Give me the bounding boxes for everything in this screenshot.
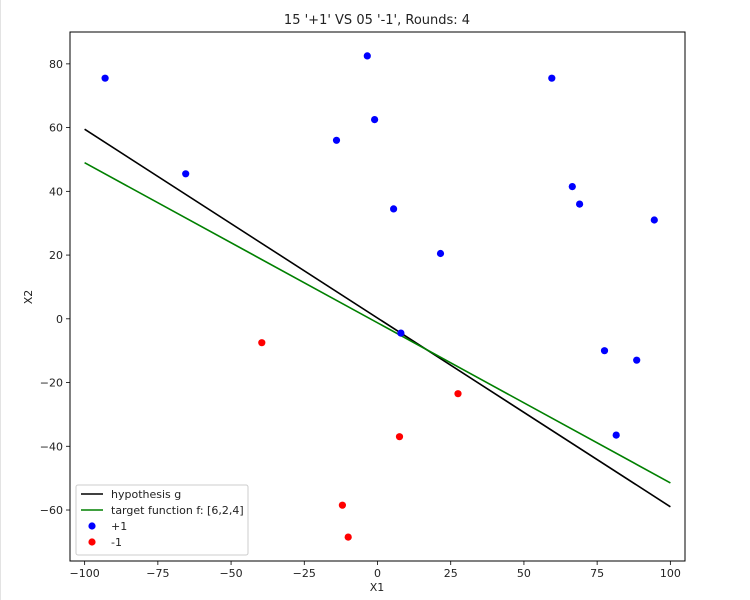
x-axis-label: X1 bbox=[370, 581, 385, 594]
legend-label-1: target function f: [6,2,4] bbox=[111, 504, 244, 517]
data-point-s0-4 bbox=[371, 116, 379, 124]
data-point-s1-2 bbox=[395, 433, 404, 441]
x-tick-label-5: 25 bbox=[444, 567, 458, 580]
data-point-s0-10 bbox=[576, 200, 584, 208]
legend-label-0: hypothesis g bbox=[111, 488, 181, 501]
x-tick-label-6: 50 bbox=[517, 567, 531, 580]
y-tick-label-4: 20 bbox=[49, 249, 63, 262]
series-lines bbox=[84, 128, 671, 508]
chart-title: 15 '+1' VS 05 '-1', Rounds: 4 bbox=[284, 13, 470, 28]
series-points bbox=[101, 52, 658, 541]
series-line-2 bbox=[84, 128, 671, 508]
y-tick-label-2: −20 bbox=[40, 377, 63, 390]
data-point-s0-8 bbox=[548, 74, 556, 82]
plot-area bbox=[69, 31, 686, 562]
x-tick-label-3: −25 bbox=[293, 567, 316, 580]
y-tick-label-1: −40 bbox=[40, 440, 63, 453]
data-point-s0-1 bbox=[182, 170, 190, 178]
data-point-s0-12 bbox=[600, 347, 609, 355]
y-tick-label-0: −60 bbox=[40, 504, 63, 517]
x-tick-label-4: 0 bbox=[374, 567, 381, 580]
legend-box bbox=[75, 484, 249, 556]
data-point-s1-4 bbox=[344, 533, 352, 541]
data-point-s1-1 bbox=[454, 390, 462, 398]
legend-label-2: +1 bbox=[111, 520, 127, 533]
x-tick-label-1: −75 bbox=[146, 567, 169, 580]
x-tick-label-8: 100 bbox=[660, 567, 681, 580]
data-point-s0-0 bbox=[101, 74, 109, 82]
data-point-s0-13 bbox=[633, 356, 641, 364]
data-point-s0-2 bbox=[332, 136, 341, 144]
data-point-s0-9 bbox=[568, 183, 576, 191]
data-point-s1-3 bbox=[338, 501, 346, 509]
x-tick-label-2: −50 bbox=[219, 567, 242, 580]
x-axis-ticks: −100 −75 −50 −25 0 25 50 75 100 bbox=[70, 561, 681, 580]
y-tick-label-6: 60 bbox=[49, 122, 63, 135]
legend-items: hypothesis g target function f: [6,2,4] +1… bbox=[81, 488, 244, 549]
y-tick-label-3: 0 bbox=[56, 313, 63, 326]
data-point-s0-14 bbox=[612, 431, 620, 439]
data-point-s0-5 bbox=[390, 205, 398, 213]
data-point-s0-3 bbox=[363, 52, 371, 60]
legend-label-3: -1 bbox=[111, 536, 122, 549]
y-tick-label-5: 40 bbox=[49, 185, 63, 198]
y-axis-ticks: −60 −40 −20 0 20 40 60 80 bbox=[40, 58, 70, 517]
y-axis-label: X2 bbox=[22, 290, 35, 305]
legend-swatch-2 bbox=[88, 522, 96, 530]
x-tick-label-7: 75 bbox=[590, 567, 604, 580]
legend: hypothesis g target function f: [6,2,4] +1… bbox=[75, 484, 249, 556]
y-tick-label-7: 80 bbox=[49, 58, 63, 71]
x-tick-label-0: −100 bbox=[70, 567, 100, 580]
data-point-s0-11 bbox=[650, 216, 658, 224]
data-point-s1-0 bbox=[258, 339, 266, 347]
legend-swatch-3 bbox=[88, 538, 96, 546]
data-point-s0-6 bbox=[397, 329, 405, 337]
series-line-3 bbox=[84, 161, 671, 484]
data-point-s0-7 bbox=[436, 249, 445, 258]
